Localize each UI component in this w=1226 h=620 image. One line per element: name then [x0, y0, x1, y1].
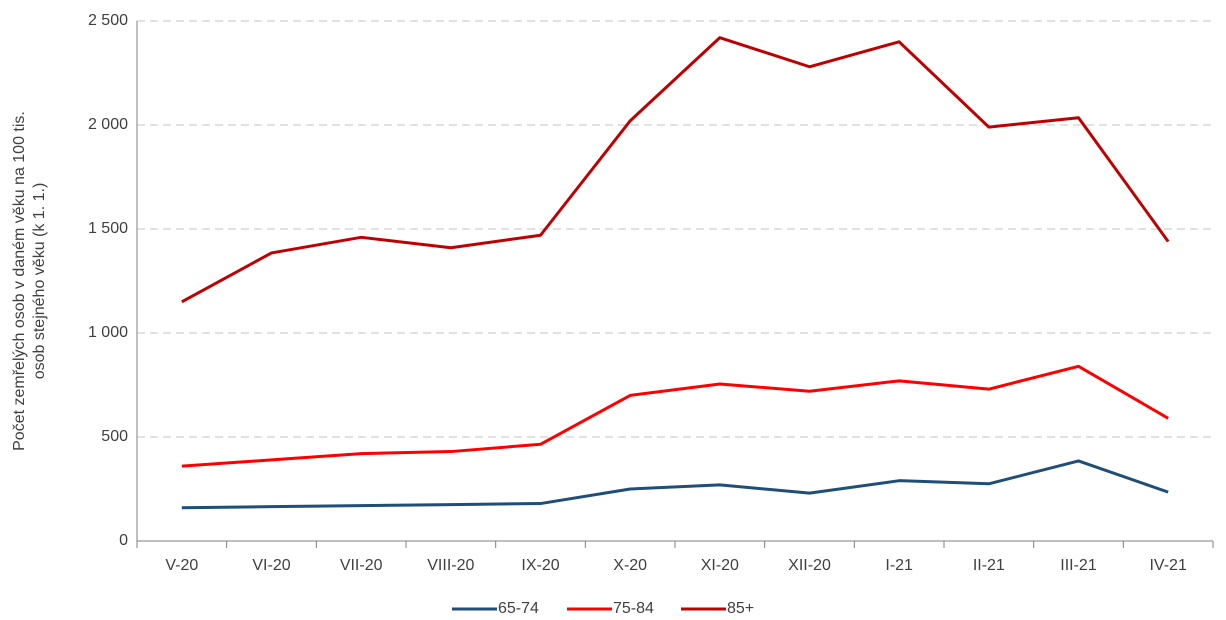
x-tick-label: XII-20 [788, 557, 831, 574]
y-tick-label: 0 [119, 532, 128, 549]
x-tick-label: XI-20 [701, 557, 739, 574]
y-axis-label-line: osob stejného věku (k 1. 1.) [31, 183, 48, 380]
x-tick-label: VI-20 [252, 557, 290, 574]
y-axis-label-line: Počet zemřelých osob v daném věku na 100… [11, 111, 28, 451]
y-axis-label: Počet zemřelých osob v daném věku na 100… [11, 111, 48, 451]
y-tick-label: 2 000 [88, 116, 128, 133]
y-tick-label: 1 500 [88, 220, 128, 237]
legend-label: 65-74 [498, 600, 539, 617]
x-tick-label: II-21 [973, 557, 1005, 574]
series-line [181, 36, 1170, 304]
y-tick-label: 1 000 [88, 324, 128, 341]
legend-label: 75-84 [613, 600, 654, 617]
x-tick-label: IV-21 [1149, 557, 1186, 574]
x-tick-label: IX-20 [521, 557, 559, 574]
y-tick-label: 2 500 [88, 12, 128, 29]
legend-label: 85+ [727, 600, 754, 617]
x-tick-label: V-20 [165, 557, 198, 574]
x-tick-label: VIII-20 [427, 557, 474, 574]
x-tick-label: III-21 [1060, 557, 1097, 574]
x-tick-label: VII-20 [340, 557, 383, 574]
x-tick-label: X-20 [613, 557, 647, 574]
series-line [181, 459, 1169, 510]
y-tick-label: 500 [101, 428, 128, 445]
series-line [181, 364, 1169, 468]
x-tick-label: I-21 [885, 557, 913, 574]
